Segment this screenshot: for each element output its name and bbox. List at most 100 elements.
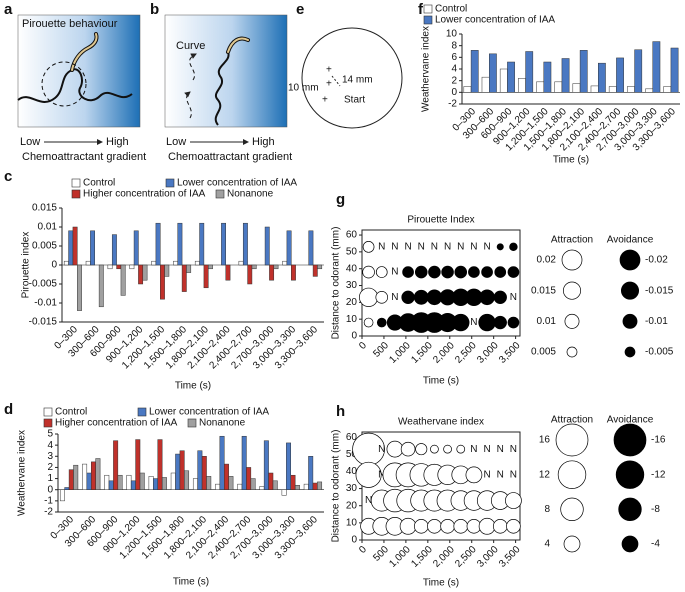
legend-label: -16 <box>651 435 666 446</box>
legend-label: Control <box>55 407 87 418</box>
legend-swatch <box>215 189 225 199</box>
bubble <box>400 441 416 457</box>
panel-letter: d <box>4 401 13 418</box>
bar <box>652 41 661 93</box>
bar <box>95 458 101 490</box>
bar <box>242 222 248 266</box>
bar <box>86 472 92 490</box>
value-label: N <box>457 241 464 252</box>
bubble <box>478 517 496 535</box>
legend-label: Nonanone <box>199 418 246 429</box>
legend-swatch <box>187 418 197 428</box>
bubble <box>413 289 429 305</box>
y-tick-label: 5 <box>47 429 53 440</box>
bar <box>224 463 229 490</box>
legend-bubble <box>619 249 641 271</box>
bubble <box>509 242 518 252</box>
distance-label: 14 mm <box>342 75 373 86</box>
bar <box>263 440 269 490</box>
bar <box>543 61 552 93</box>
bubble <box>415 443 428 456</box>
bar <box>282 260 288 266</box>
y-axis-label: Weathervane index <box>421 26 432 112</box>
legend-bubble <box>564 313 580 329</box>
bubble <box>492 519 508 534</box>
legend-bubble <box>555 423 589 457</box>
legend-swatch <box>165 178 175 188</box>
bar <box>192 478 198 490</box>
value-label: N <box>391 292 398 303</box>
bar <box>250 478 256 490</box>
diameter-label: 10 mm <box>288 83 319 94</box>
bar <box>317 481 323 490</box>
y-tick-label: 4 <box>451 64 457 75</box>
start-label: Start <box>344 95 365 106</box>
bar <box>281 489 287 496</box>
diagram-b: Curve Low High Chemoattractant gradient <box>164 14 292 163</box>
value-label: N <box>404 241 411 252</box>
bar <box>221 222 226 266</box>
x-axis-label: Time (s) <box>423 376 459 387</box>
bar <box>153 478 158 490</box>
x-tick-label: 2,500 <box>453 544 479 570</box>
bubble <box>399 517 417 535</box>
y-tick-label: 0 <box>451 87 457 98</box>
chart-title: Weathervane index <box>398 417 484 428</box>
bar <box>135 439 141 490</box>
legend-bubble <box>560 497 584 521</box>
high-label: High <box>106 136 129 148</box>
bar <box>64 487 70 490</box>
bar <box>470 50 479 93</box>
panel-letter: h <box>336 403 345 420</box>
bubble <box>481 266 493 278</box>
value-label: N <box>391 241 398 252</box>
bubble <box>414 265 428 279</box>
x-tick-label: 0 <box>357 544 369 556</box>
bar <box>173 260 178 266</box>
bar <box>269 264 275 281</box>
low-label: Low <box>166 136 186 148</box>
bar <box>273 264 279 270</box>
bar <box>138 264 144 285</box>
bar <box>518 78 526 93</box>
bar <box>507 61 515 93</box>
bar <box>670 47 679 93</box>
bar <box>536 81 545 93</box>
value-label: N <box>431 241 438 252</box>
bubble <box>456 444 466 454</box>
bar <box>238 260 244 266</box>
x-tick-label: 1,000 <box>387 340 413 366</box>
y-tick-label: 1 <box>47 473 53 484</box>
start-mark: + <box>322 95 328 106</box>
bar <box>179 450 185 490</box>
y-tick-label: -0.005 <box>29 279 58 290</box>
bar <box>175 453 181 490</box>
legend-label: Control <box>435 4 467 15</box>
bar <box>170 472 176 490</box>
worm-track <box>17 68 133 103</box>
bar <box>85 260 91 266</box>
x-tick-label: 1,500 <box>409 340 435 366</box>
bar <box>73 464 79 490</box>
bar <box>246 467 252 490</box>
diagram-label: Pirouette behaviour <box>22 18 118 30</box>
y-tick-label: 20 <box>346 500 358 511</box>
bar <box>317 264 323 270</box>
legend-label: Control <box>83 178 115 189</box>
value-label: N <box>470 241 477 252</box>
y-tick-label: -1 <box>44 495 53 506</box>
legend-label: Nonanone <box>227 189 274 200</box>
bar <box>129 264 135 270</box>
panel-letter: f <box>418 1 424 18</box>
value-label: N <box>365 495 372 506</box>
worm-body <box>227 37 249 53</box>
legend-label: -4 <box>651 539 660 550</box>
bubble <box>440 519 455 534</box>
legend-bubble <box>624 346 636 358</box>
legend-label: -0.01 <box>645 316 668 327</box>
diagram-label: Curve <box>176 40 205 52</box>
bar <box>77 264 82 311</box>
bar <box>98 264 104 308</box>
y-tick-label: 0 <box>51 260 57 271</box>
y-axis-label: Distance to odorant (mm) <box>331 227 342 340</box>
